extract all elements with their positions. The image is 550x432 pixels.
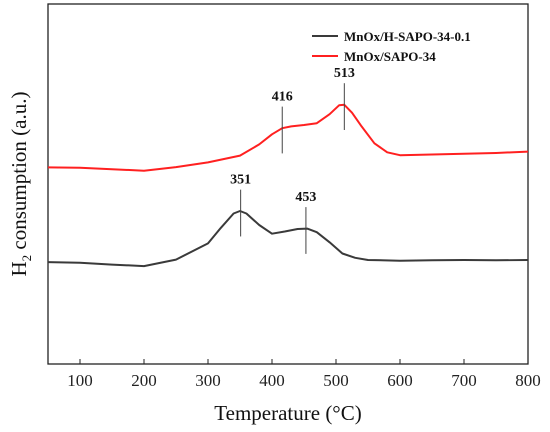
x-ticks: 100 200 300 400 500 600 700 800 — [67, 359, 541, 390]
peak-label-453: 453 — [295, 190, 316, 205]
legend-label-1: MnOx/H-SAPO-34-0.1 — [344, 29, 471, 44]
y-axis-title: H2 consumption (a.u.) — [7, 92, 34, 277]
peak-label-351: 351 — [230, 173, 251, 188]
legend-label-2: MnOx/SAPO-34 — [344, 49, 436, 64]
y-axis-title-main: H — [7, 261, 31, 276]
peak-label-416: 416 — [272, 90, 293, 105]
plot-frame — [47, 3, 529, 365]
x-tick-label-200: 200 — [131, 371, 157, 390]
x-tick-label-300: 300 — [195, 371, 221, 390]
x-tick-label-500: 500 — [323, 371, 349, 390]
x-tick-label-400: 400 — [259, 371, 285, 390]
x-tick-label-800: 800 — [515, 371, 541, 390]
peak-label-513: 513 — [334, 66, 355, 81]
series-layer — [47, 103, 529, 268]
annotations: 351 453 416 513 — [230, 66, 355, 254]
x-tick-label-100: 100 — [67, 371, 93, 390]
y-axis-title-rest: consumption (a.u.) — [7, 92, 31, 255]
series-line-2 — [47, 103, 529, 172]
x-axis-title: Temperature (°C) — [214, 401, 361, 425]
y-axis-title-subscript: 2 — [19, 255, 34, 262]
x-tick-label-700: 700 — [451, 371, 477, 390]
legend: MnOx/H-SAPO-34-0.1 MnOx/SAPO-34 — [312, 29, 471, 64]
series-line-1 — [47, 210, 529, 268]
x-tick-label-600: 600 — [387, 371, 413, 390]
